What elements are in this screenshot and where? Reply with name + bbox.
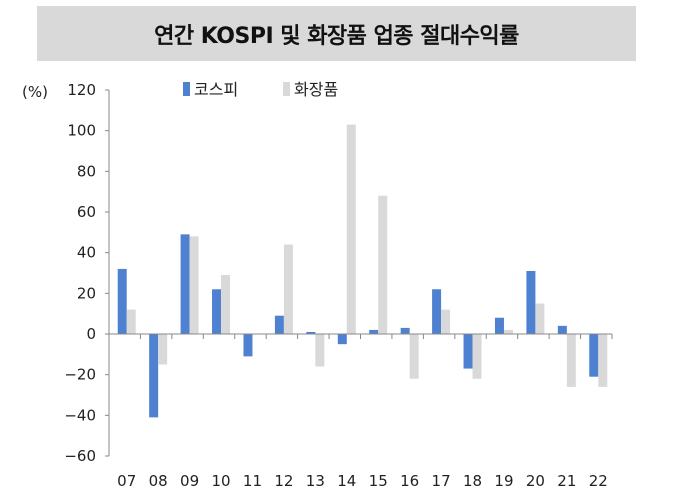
y-tick-label: 80 (77, 162, 96, 180)
legend-label-cosmetics: 화장품 (294, 80, 338, 99)
x-tick-label: 20 (526, 472, 545, 490)
bar-cosmetics-17 (441, 309, 451, 334)
x-axis-ticks: 07 08 09 10 11 12 13 14 15 16 17 18 19 20 21 22 (117, 472, 608, 490)
x-tick-label: 15 (369, 472, 388, 490)
bar-cosmetics-19 (503, 329, 513, 334)
x-tick-label: 14 (337, 472, 356, 490)
y-tick-label: 120 (67, 81, 96, 99)
bar-cosmetics-22 (598, 334, 608, 387)
bar-cosmetics-20 (535, 303, 545, 334)
x-tick-label: 18 (463, 472, 482, 490)
legend-swatch-kospi (183, 82, 190, 96)
y-tick-label: 100 (67, 122, 96, 140)
bar-kospi-09 (180, 234, 190, 334)
bar-cosmetics-16 (409, 334, 419, 379)
bar-kospi-21 (557, 325, 567, 334)
legend: 코스피 화장품 (183, 80, 338, 99)
bar-kospi-19 (494, 317, 504, 334)
bar-kospi-13 (306, 331, 316, 334)
legend-label-kospi: 코스피 (194, 80, 238, 99)
x-tick-label: 13 (306, 472, 325, 490)
x-tick-label: 19 (494, 472, 513, 490)
x-tick-label: 07 (117, 472, 136, 490)
x-tick-label: 10 (211, 472, 230, 490)
bar-kospi-08 (149, 334, 159, 418)
bars (117, 124, 608, 418)
bar-kospi-12 (274, 315, 284, 334)
y-tick-label: −60 (64, 447, 96, 465)
axes (108, 90, 613, 456)
bar-cosmetics-15 (378, 195, 388, 334)
bar-cosmetics-14 (346, 124, 356, 334)
y-tick-label: 40 (77, 244, 96, 262)
x-tick-label: 17 (432, 472, 451, 490)
bar-cosmetics-08 (158, 334, 168, 365)
y-tick-label: 20 (77, 284, 96, 302)
bar-kospi-16 (400, 327, 410, 334)
bar-cosmetics-10 (221, 275, 231, 334)
bar-cosmetics-13 (315, 334, 325, 367)
chart-title: 연간 KOSPI 및 화장품 업종 절대수익률 (154, 23, 519, 49)
bar-kospi-20 (526, 270, 536, 334)
bar-cosmetics-07 (126, 309, 136, 334)
legend-swatch-cosmetics (283, 82, 290, 96)
bar-kospi-14 (337, 334, 347, 345)
x-tick-label: 09 (180, 472, 199, 490)
bar-kospi-22 (589, 334, 599, 377)
x-tick-label: 16 (400, 472, 419, 490)
y-tick-label: −20 (64, 366, 96, 384)
x-tick-label: 08 (149, 472, 168, 490)
bar-cosmetics-09 (189, 236, 199, 334)
bar-cosmetics-21 (566, 334, 576, 387)
bar-cosmetics-18 (472, 334, 482, 379)
x-tick-label: 22 (589, 472, 608, 490)
y-axis-unit: (%) (22, 83, 48, 101)
x-tick-label: 21 (557, 472, 576, 490)
bar-kospi-15 (369, 329, 379, 334)
x-tick-label: 12 (274, 472, 293, 490)
bar-kospi-07 (117, 268, 127, 334)
bar-cosmetics-12 (283, 244, 293, 334)
y-tick-label: 0 (86, 325, 96, 343)
x-tick-label: 11 (243, 472, 262, 490)
y-axis-ticks: 120 100 80 60 40 20 0 −20 −40 −60 (64, 81, 109, 465)
bar-kospi-18 (463, 334, 473, 369)
title-banner: 연간 KOSPI 및 화장품 업종 절대수익률 (37, 6, 636, 61)
y-tick-label: −40 (64, 406, 96, 424)
bar-kospi-11 (243, 334, 253, 357)
y-tick-label: 60 (77, 203, 96, 221)
bar-kospi-10 (212, 289, 222, 334)
bar-kospi-17 (432, 289, 442, 334)
